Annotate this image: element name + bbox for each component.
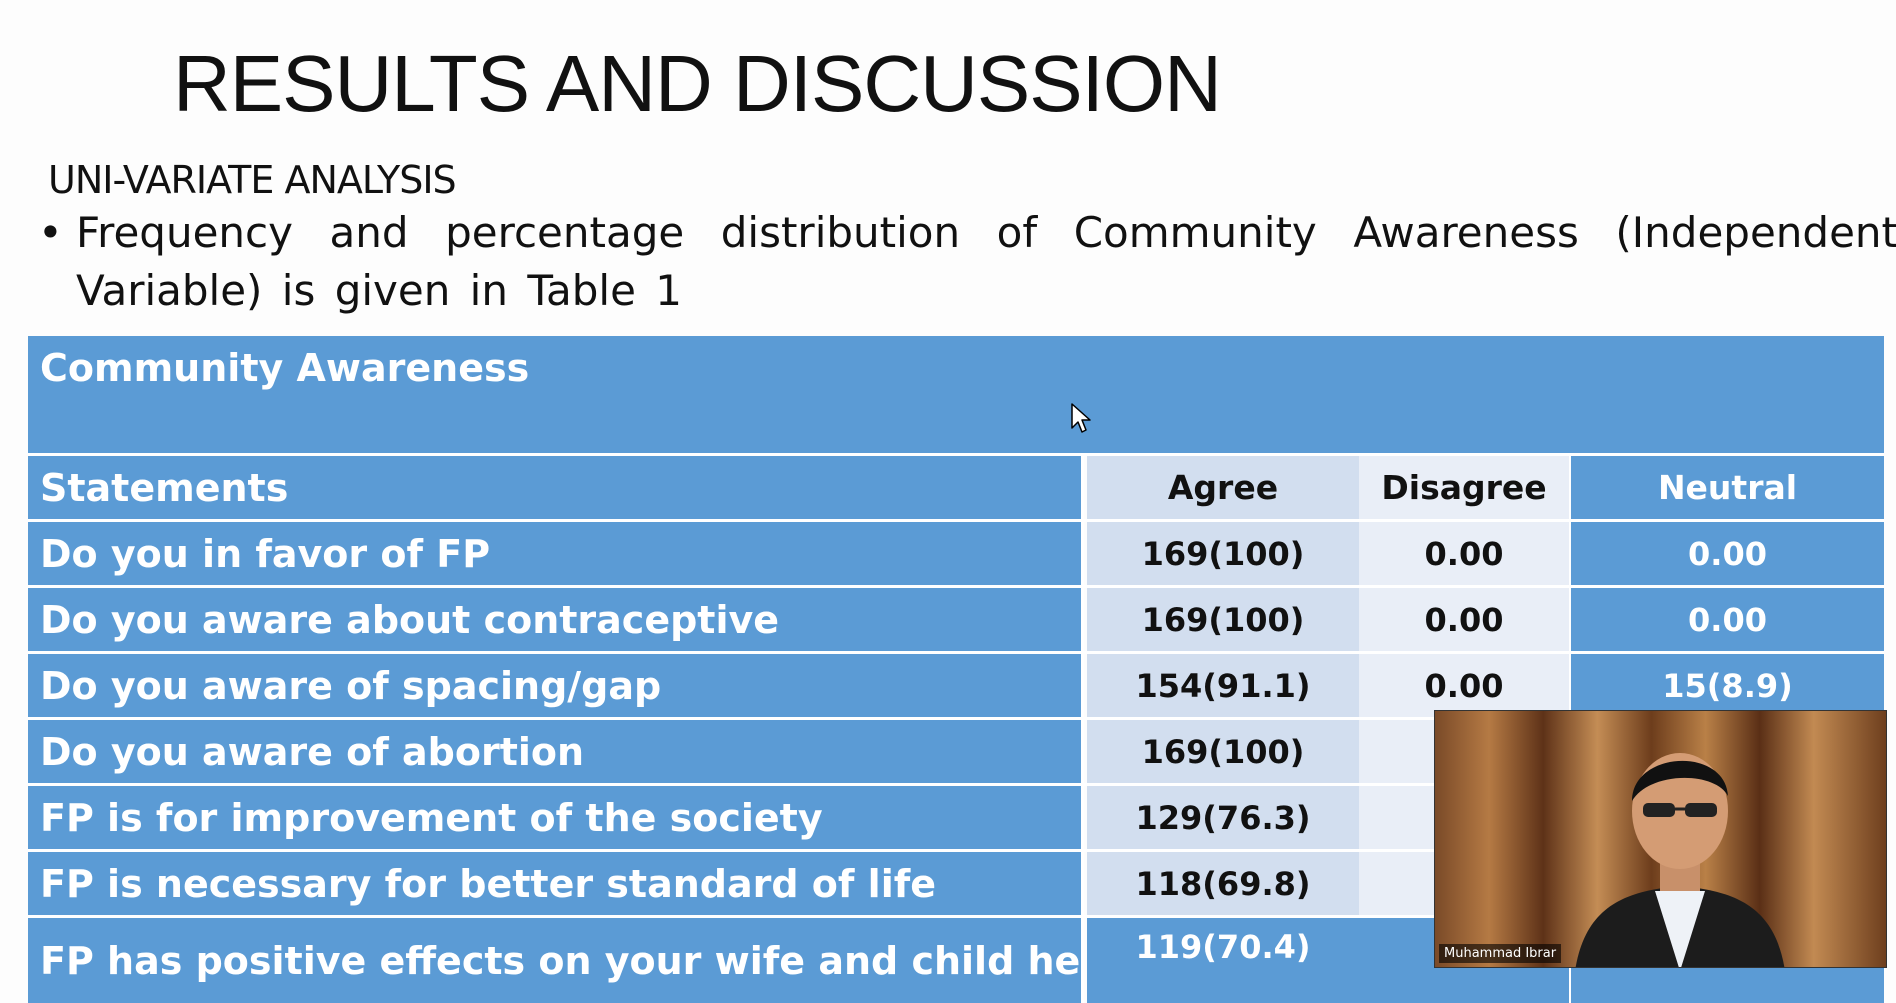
table-header-row: Statements Agree Disagree Neutral (28, 456, 1884, 522)
column-header-agree: Agree (1087, 456, 1359, 519)
table-row: Do you aware of spacing/gap 154(91.1) 0.… (28, 654, 1884, 720)
bullet-dot-icon: • (38, 208, 63, 257)
table-row: Do you in favor of FP 169(100) 0.00 0.00 (28, 522, 1884, 588)
statement-cell: FP is necessary for better standard of l… (28, 852, 1084, 915)
column-header-disagree: Disagree (1359, 456, 1569, 519)
disagree-cell: 0.00 (1359, 588, 1569, 651)
participant-avatar-icon (1575, 753, 1785, 967)
disagree-cell: 0.00 (1359, 654, 1569, 717)
bullet-text: Frequency and percentage distribution of… (76, 208, 1896, 315)
agree-cell: 129(76.3) (1087, 786, 1359, 849)
agree-cell: 169(100) (1087, 588, 1359, 651)
participant-name-label: Muhammad Ibrar (1439, 944, 1562, 963)
table-row: Do you aware about contraceptive 169(100… (28, 588, 1884, 654)
neutral-cell: 0.00 (1569, 588, 1884, 651)
agree-cell: 154(91.1) (1087, 654, 1359, 717)
agree-cell: 169(100) (1087, 522, 1359, 585)
neutral-cell: 0.00 (1569, 522, 1884, 585)
statement-cell: FP has positive effects on your wife and… (28, 918, 1084, 1003)
statement-cell: Do you in favor of FP (28, 522, 1084, 585)
table-title-row: Community Awareness (28, 336, 1884, 456)
statement-cell: Do you aware about contraceptive (28, 588, 1084, 651)
agree-cell: 119(70.4) (1087, 918, 1359, 1003)
participant-video-tile[interactable]: Muhammad Ibrar (1434, 710, 1887, 968)
column-header-neutral: Neutral (1569, 456, 1884, 519)
statement-cell: FP is for improvement of the society (28, 786, 1084, 849)
slide-title: RESULTS AND DISCUSSION (173, 39, 1222, 128)
table-title: Community Awareness (40, 346, 530, 390)
disagree-cell: 0.00 (1359, 522, 1569, 585)
slide-subtitle: UNI-VARIATE ANALYSIS (48, 158, 457, 202)
neutral-cell: 15(8.9) (1569, 654, 1884, 717)
statement-cell: Do you aware of abortion (28, 720, 1084, 783)
agree-cell: 169(100) (1087, 720, 1359, 783)
agree-cell: 118(69.8) (1087, 852, 1359, 915)
statement-cell: Do you aware of spacing/gap (28, 654, 1084, 717)
mouse-cursor-icon (1071, 403, 1091, 433)
column-header-statements: Statements (28, 456, 1084, 519)
